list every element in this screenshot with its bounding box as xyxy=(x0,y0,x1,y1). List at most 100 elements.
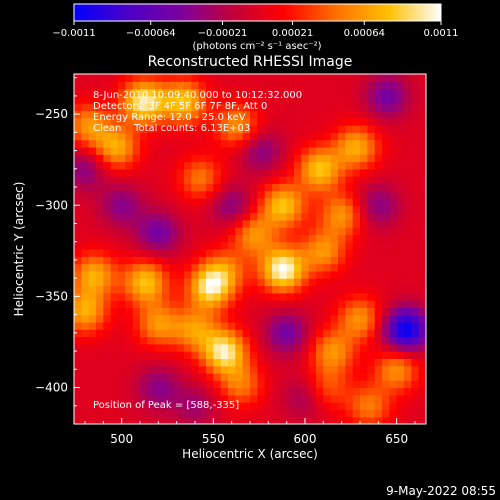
heatmap-cell xyxy=(250,372,258,381)
heatmap-cell xyxy=(338,343,346,352)
heatmap-cell xyxy=(176,256,185,265)
heatmap-cell xyxy=(96,402,104,411)
heatmap-cell xyxy=(176,292,185,301)
heatmap-cell xyxy=(294,380,302,389)
heatmap-cell xyxy=(389,110,398,119)
heatmap-cell xyxy=(396,227,405,236)
heatmap-cell xyxy=(294,110,302,119)
heatmap-cell xyxy=(103,234,112,243)
heatmap-cell xyxy=(206,227,214,236)
heatmap-cell xyxy=(220,212,229,221)
heatmap-cell xyxy=(330,365,339,374)
heatmap-cell xyxy=(191,292,200,301)
heatmap-cell xyxy=(345,358,354,367)
heatmap-cell xyxy=(228,314,236,323)
heatmap-cell xyxy=(118,154,126,163)
heatmap-cell xyxy=(74,74,82,82)
heatmap-cell xyxy=(184,241,192,250)
heatmap-cell xyxy=(220,380,229,389)
heatmap-cell xyxy=(162,117,170,126)
heatmap-cell xyxy=(228,416,236,424)
heatmap-cell xyxy=(81,139,90,148)
heatmap-cell xyxy=(301,285,310,294)
heatmap-cell xyxy=(154,146,163,155)
heatmap-cell xyxy=(404,227,412,236)
heatmap-cell xyxy=(132,234,141,243)
x-tick-label: 550 xyxy=(202,432,225,446)
heatmap-cell xyxy=(213,219,222,228)
heatmap-cell xyxy=(411,329,420,338)
heatmap-cell xyxy=(176,74,185,82)
heatmap-cell xyxy=(242,88,251,97)
heatmap-cell xyxy=(198,219,207,228)
heatmap-cell xyxy=(301,387,310,396)
heatmap-cell xyxy=(176,285,185,294)
heatmap-cell xyxy=(396,183,405,192)
heatmap-cell xyxy=(250,380,258,389)
heatmap-cell xyxy=(316,110,324,119)
heatmap-cell xyxy=(294,336,302,345)
heatmap-cell xyxy=(396,168,405,177)
heatmap-cell xyxy=(140,103,148,112)
heatmap-cell xyxy=(242,161,251,170)
heatmap-cell xyxy=(367,256,376,265)
heatmap-cell xyxy=(213,227,222,236)
heatmap-cell xyxy=(206,219,214,228)
heatmap-cell xyxy=(323,409,332,418)
heatmap-cell xyxy=(228,278,236,287)
heatmap-cell xyxy=(338,307,346,316)
heatmap-cell xyxy=(140,176,148,184)
heatmap-cell xyxy=(198,168,207,177)
heatmap-cell xyxy=(345,409,354,418)
heatmap-cell xyxy=(242,219,251,228)
heatmap-cell xyxy=(132,402,141,411)
heatmap-cell xyxy=(257,416,266,424)
heatmap-cell xyxy=(235,394,244,403)
heatmap-cell xyxy=(198,241,207,250)
heatmap-cell xyxy=(242,241,251,250)
heatmap-cell xyxy=(418,110,426,119)
heatmap-cell xyxy=(169,103,178,112)
heatmap-cell xyxy=(228,183,236,192)
heatmap-cell xyxy=(257,321,266,330)
heatmap-cell xyxy=(308,103,317,112)
heatmap-cell xyxy=(374,205,383,214)
heatmap-cell xyxy=(374,125,383,133)
heatmap-cell xyxy=(279,343,288,352)
heatmap-cell xyxy=(74,394,82,403)
heatmap-cell xyxy=(382,95,390,104)
heatmap-cell xyxy=(154,300,163,308)
heatmap-cell xyxy=(96,168,104,177)
heatmap-cell xyxy=(308,314,317,323)
heatmap-cell xyxy=(176,197,185,206)
heatmap-cell xyxy=(301,321,310,330)
heatmap-cell xyxy=(125,190,134,199)
heatmap-cell xyxy=(228,132,236,141)
heatmap-cell xyxy=(96,329,104,338)
heatmap-cell xyxy=(184,270,192,279)
heatmap-cell xyxy=(198,321,207,330)
heatmap-cell xyxy=(389,219,398,228)
heatmap-cell xyxy=(198,336,207,345)
heatmap-cell xyxy=(367,409,376,418)
heatmap-cell xyxy=(235,139,244,148)
heatmap-cell xyxy=(389,154,398,163)
heatmap-cell xyxy=(132,176,141,184)
heatmap-cell xyxy=(118,387,126,396)
heatmap-cell xyxy=(323,358,332,367)
heatmap-cell xyxy=(382,197,390,206)
heatmap-cell xyxy=(169,81,178,90)
heatmap-cell xyxy=(411,227,420,236)
heatmap-cell xyxy=(220,270,229,279)
heatmap-cell xyxy=(360,132,368,141)
heatmap-cell xyxy=(367,241,376,250)
heatmap-cell xyxy=(118,256,126,265)
heatmap-cell xyxy=(294,321,302,330)
heatmap-cell xyxy=(367,249,376,257)
heatmap-cell xyxy=(242,154,251,163)
heatmap-cell xyxy=(272,117,280,126)
heatmap-cell xyxy=(264,300,273,308)
heatmap-cell xyxy=(132,103,141,112)
heatmap-cell xyxy=(345,212,354,221)
heatmap-cell xyxy=(330,329,339,338)
